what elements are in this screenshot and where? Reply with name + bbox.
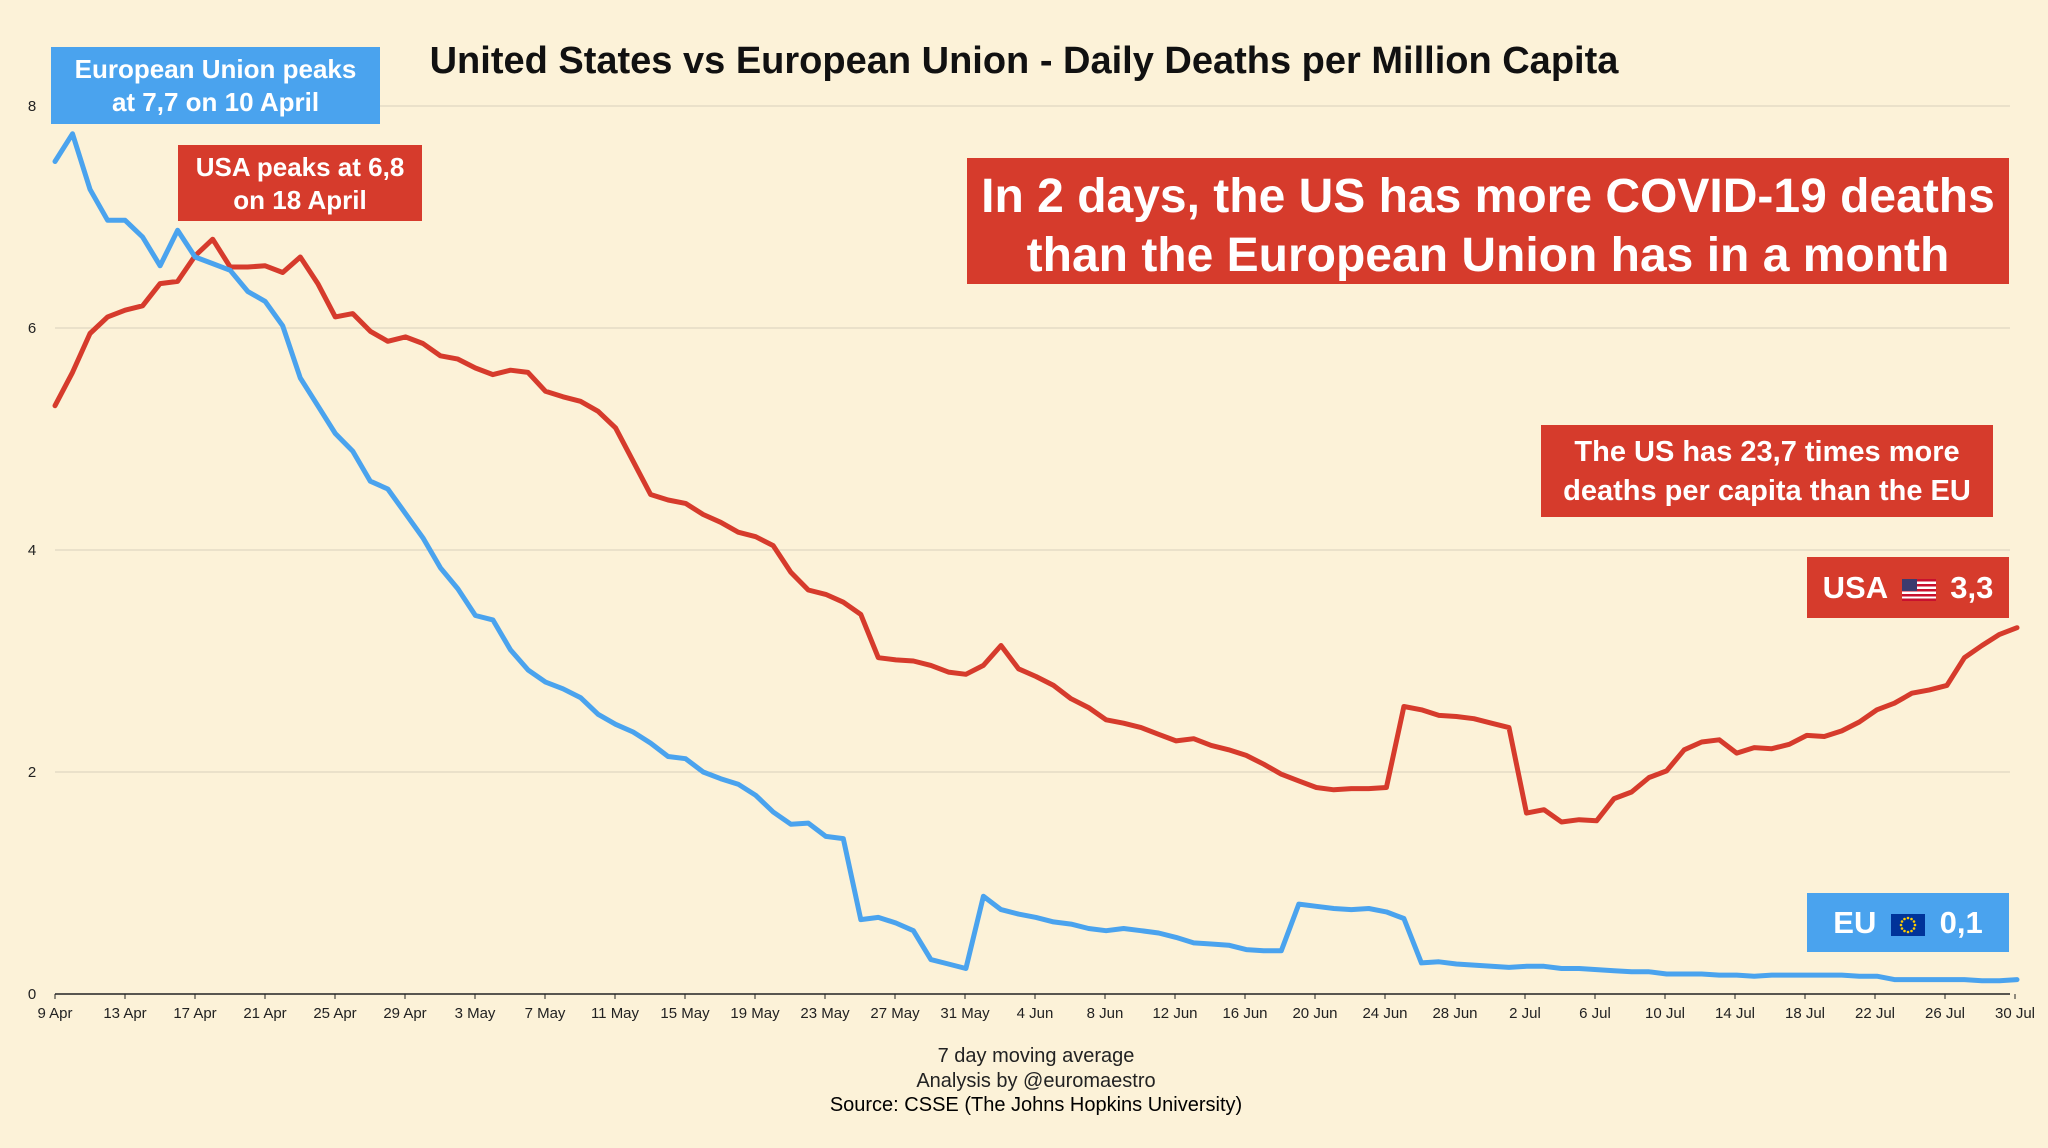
x-tick-label: 6 Jul [1579, 1005, 1611, 1022]
eu-peak-annotation: European Union peaks at 7,7 on 10 April [51, 47, 380, 124]
x-tick-label: 20 Jun [1292, 1005, 1337, 1022]
y-tick-label: 6 [28, 320, 36, 337]
x-tick-label: 22 Jul [1855, 1005, 1895, 1022]
eu-label-text: EU [1833, 905, 1877, 940]
x-tick-label: 24 Jun [1362, 1005, 1407, 1022]
eu-peak-line2: at 7,7 on 10 April [111, 86, 320, 117]
footer-note-source: Source: CSSE (The Johns Hopkins Universi… [829, 1094, 1243, 1116]
eu-end-label: EU 0,1 [1807, 893, 2009, 952]
ratio-annotation: The US has 23,7 times more deaths per ca… [1541, 425, 1993, 517]
usa-peak-line1: USA peaks at 6,8 [195, 152, 405, 182]
eu-peak-line1: European Union peaks [74, 54, 357, 84]
x-tick-label: 13 Apr [103, 1005, 146, 1022]
ratio-line1: The US has 23,7 times more [1574, 436, 1960, 468]
x-tick-label: 12 Jun [1152, 1005, 1197, 1022]
x-tick-label: 7 May [525, 1005, 566, 1022]
headline-annotation: In 2 days, the US has more COVID-19 deat… [967, 158, 2009, 284]
x-tick-label: 19 May [730, 1005, 780, 1022]
eu-flag-icon [1890, 913, 1925, 936]
x-tick-label: 28 Jun [1432, 1005, 1477, 1022]
x-tick-label: 4 Jun [1017, 1005, 1054, 1022]
us-flag-icon [1901, 578, 1936, 601]
series-line-eu [52, 131, 2020, 984]
x-tick-label: 15 May [660, 1005, 710, 1022]
series-line-usa [52, 236, 2020, 825]
footer-note-moving-average: 7 day moving average [937, 1045, 1135, 1067]
x-tick-label: 8 Jun [1087, 1005, 1124, 1022]
x-tick-label: 11 May [591, 1005, 640, 1022]
x-tick-label: 9 Apr [37, 1005, 72, 1022]
x-tick-label: 17 Apr [173, 1005, 216, 1022]
usa-peak-annotation: USA peaks at 6,8 on 18 April [178, 145, 422, 221]
headline-line1: In 2 days, the US has more COVID-19 deat… [981, 170, 1995, 223]
x-tick-label: 3 May [455, 1005, 496, 1022]
x-tick-label: 21 Apr [243, 1005, 286, 1022]
chart-title: United States vs European Union - Daily … [429, 40, 1619, 82]
series-lines [52, 131, 2020, 984]
x-tick-label: 18 Jul [1785, 1005, 1825, 1022]
y-axis-ticks: 0 2 4 6 8 [28, 98, 36, 1003]
usa-peak-line2: on 18 April [233, 184, 367, 215]
x-tick-label: 30 Jul [1995, 1005, 2035, 1022]
ratio-line2: deaths per capita than the EU [1563, 475, 1971, 508]
x-tick-label: 29 Apr [383, 1005, 426, 1022]
gridlines [55, 105, 2010, 773]
x-tick-label: 16 Jun [1222, 1005, 1267, 1022]
x-axis-ticks: 9 Apr 13 Apr 17 Apr 21 Apr 25 Apr 29 Apr 3 May… [37, 994, 2035, 1022]
x-tick-label: 25 Apr [313, 1005, 356, 1022]
x-tick-label: 14 Jul [1715, 1005, 1755, 1022]
y-tick-label: 0 [28, 986, 36, 1003]
x-tick-label: 23 May [800, 1005, 850, 1022]
usa-label-text: USA [1822, 570, 1887, 605]
y-tick-label: 4 [28, 542, 36, 559]
eu-value-text: 0,1 [1939, 905, 1983, 940]
x-tick-label: 26 Jul [1925, 1005, 1965, 1022]
x-tick-label: 31 May [940, 1005, 990, 1022]
headline-line2: than the European Union has in a month [1026, 228, 1950, 282]
usa-end-label: USA 3,3 [1807, 557, 2009, 618]
x-tick-label: 10 Jul [1645, 1005, 1685, 1022]
footer-note-analysis: Analysis by @euromaestro [916, 1070, 1156, 1092]
y-tick-label: 2 [28, 764, 36, 781]
x-tick-label: 2 Jul [1509, 1005, 1541, 1022]
usa-value-text: 3,3 [1950, 570, 1994, 605]
x-tick-label: 27 May [870, 1005, 920, 1022]
y-tick-label: 8 [28, 98, 36, 115]
